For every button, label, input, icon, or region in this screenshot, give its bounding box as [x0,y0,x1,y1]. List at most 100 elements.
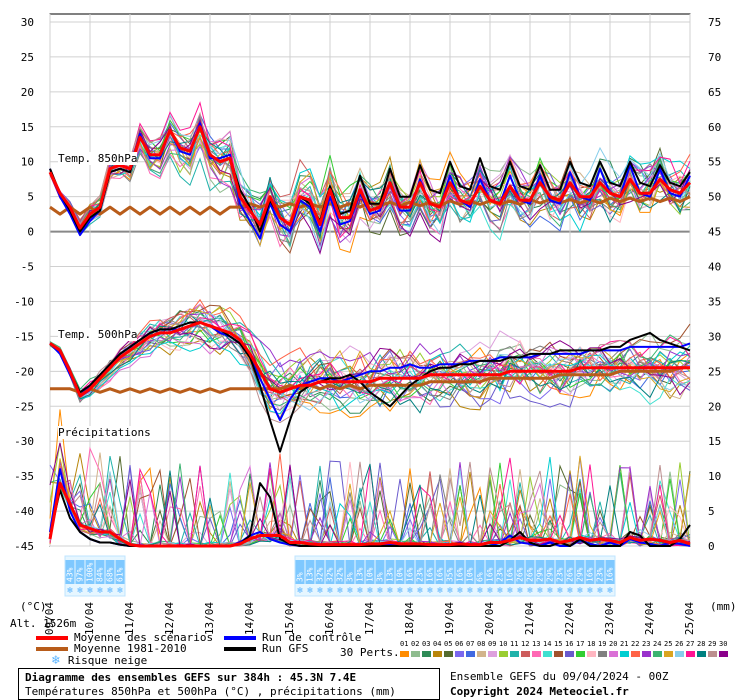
perturbation-swatch [565,651,574,657]
legend-swatch-climatology [36,647,68,651]
perturbation-swatch [664,651,673,657]
left-tick-label: -5 [21,261,34,274]
right-tick-label: 35 [708,295,721,308]
date-tick-label: 12/04 [163,602,176,635]
snow-risk-value: 3% [346,572,355,582]
snow-risk-cell [515,560,525,584]
perturbation-swatch [477,651,486,657]
snow-risk-value: 16% [486,567,495,582]
chart-subtitle: Températures 850hPa et 500hPa (°C) , pré… [25,685,396,698]
perturbation-id: 13 [532,640,541,648]
snow-risk-cell [425,560,435,584]
left-tick-label: -30 [14,435,34,448]
snowflake-icon: ❄ [467,586,473,596]
perturbation-id: 27 [686,640,695,648]
left-tick-label: -40 [14,505,34,518]
snow-risk-cell [95,560,105,584]
snow-risk-cell [535,560,545,584]
series-t850-moyenne-des-sc-narios [48,125,692,230]
perturbation-swatch [576,651,585,657]
t500-label: Temp. 500hPa [58,328,138,341]
snowflake-icon: ❄ [357,586,363,596]
snow-risk-cell [355,560,365,584]
right-tick-label: 40 [708,261,721,274]
snow-risk-cell [585,560,595,584]
legend-label-control: Run de contrôle [262,631,362,644]
perturbation-swatch [543,651,552,657]
perturbation-swatch [532,651,541,657]
perturbation-swatch [499,651,508,657]
perturbation-id: 17 [576,640,585,648]
snowflake-icon: ❄ [367,586,373,596]
snow-risk-value: 32% [316,567,325,582]
perturbation-id: 07 [466,640,475,648]
snowflake-icon: ❄ [317,586,323,596]
legend-label-snow: Risque neige [67,654,148,667]
snowflake-icon: ❄ [527,586,533,596]
legend-item-mean: Moyenne des scénarios [36,631,213,644]
snow-risk-value: 16% [436,567,445,582]
left-tick-label: 15 [21,121,34,134]
perturbation-id: 23 [642,640,651,648]
perturbation-line-t850 [49,125,691,248]
snow-risk-cell [555,560,565,584]
snowflake-icon: ❄ [87,586,93,596]
snow-risk-cell [545,560,555,584]
legend-label-mean: Moyenne des scénarios [74,631,214,644]
snow-risk-cell [295,560,305,584]
perturbation-swatch [675,651,684,657]
left-tick-label: 30 [21,16,34,29]
perturbation-id: 11 [510,640,519,648]
snow-risk-value: 84% [96,567,105,582]
left-tick-label: -15 [14,330,34,343]
perturbation-line-t500 [49,312,691,411]
date-tick-label: 25/04 [683,602,696,635]
legend-swatch-mean [36,636,68,640]
snowflake-icon: ❄ [397,586,403,596]
legend-item-snow: ❄ Risque neige [52,653,147,668]
snow-risk-cell [85,560,95,584]
snow-risk-cell [405,560,415,584]
right-tick-label: 25 [708,365,721,378]
series-layer [48,101,692,548]
date-tick-label: 15/04 [283,602,296,635]
perturbation-swatch [411,651,420,657]
perturbation-id: 12 [521,640,530,648]
snowflake-icon: ❄ [67,586,73,596]
date-tick-label: 11/04 [123,602,136,635]
perturbation-swatch [466,651,475,657]
snowflake-icon: ❄ [537,586,543,596]
date-tick-label: 10/04 [83,602,96,635]
precip-label: Précipitations [58,426,151,439]
snow-risk-value: 61% [116,567,125,582]
snowflake-icon: ❄ [437,586,443,596]
perturbation-id: 08 [477,640,486,648]
snow-risk-cell [505,560,515,584]
snow-risk-value: 97% [76,567,85,582]
perturbation-swatch [422,651,431,657]
right-tick-label: 20 [708,400,721,413]
snow-risk-value: 29% [576,567,585,582]
perturbation-id: 05 [444,640,453,648]
snowflake-icon: ❄ [347,586,353,596]
perturbation-swatch [719,651,728,657]
snow-risk-cell [495,560,505,584]
left-tick-label: -20 [14,365,34,378]
perturbation-swatch [433,651,442,657]
snowflake-icon: ❄ [117,586,123,596]
perturbation-swatch [554,651,563,657]
snowflake-icon: ❄ [417,586,423,596]
snow-risk-value: 68% [106,567,115,582]
left-tick-label: 5 [27,191,34,204]
date-tick-label: 13/04 [203,602,216,635]
snow-risk-value: 10% [366,567,375,582]
date-tick-label: 16/04 [323,602,336,635]
right-tick-label: 10 [708,470,721,483]
snowflake-icon: ❄ [407,586,413,596]
snow-risk-value: 43% [66,567,75,582]
perturbation-id: 15 [554,640,563,648]
snow-risk-value: 10% [466,567,475,582]
date-tick-label: 09/04 [43,602,56,635]
perturbations-label: 30 Perts. [340,646,400,659]
